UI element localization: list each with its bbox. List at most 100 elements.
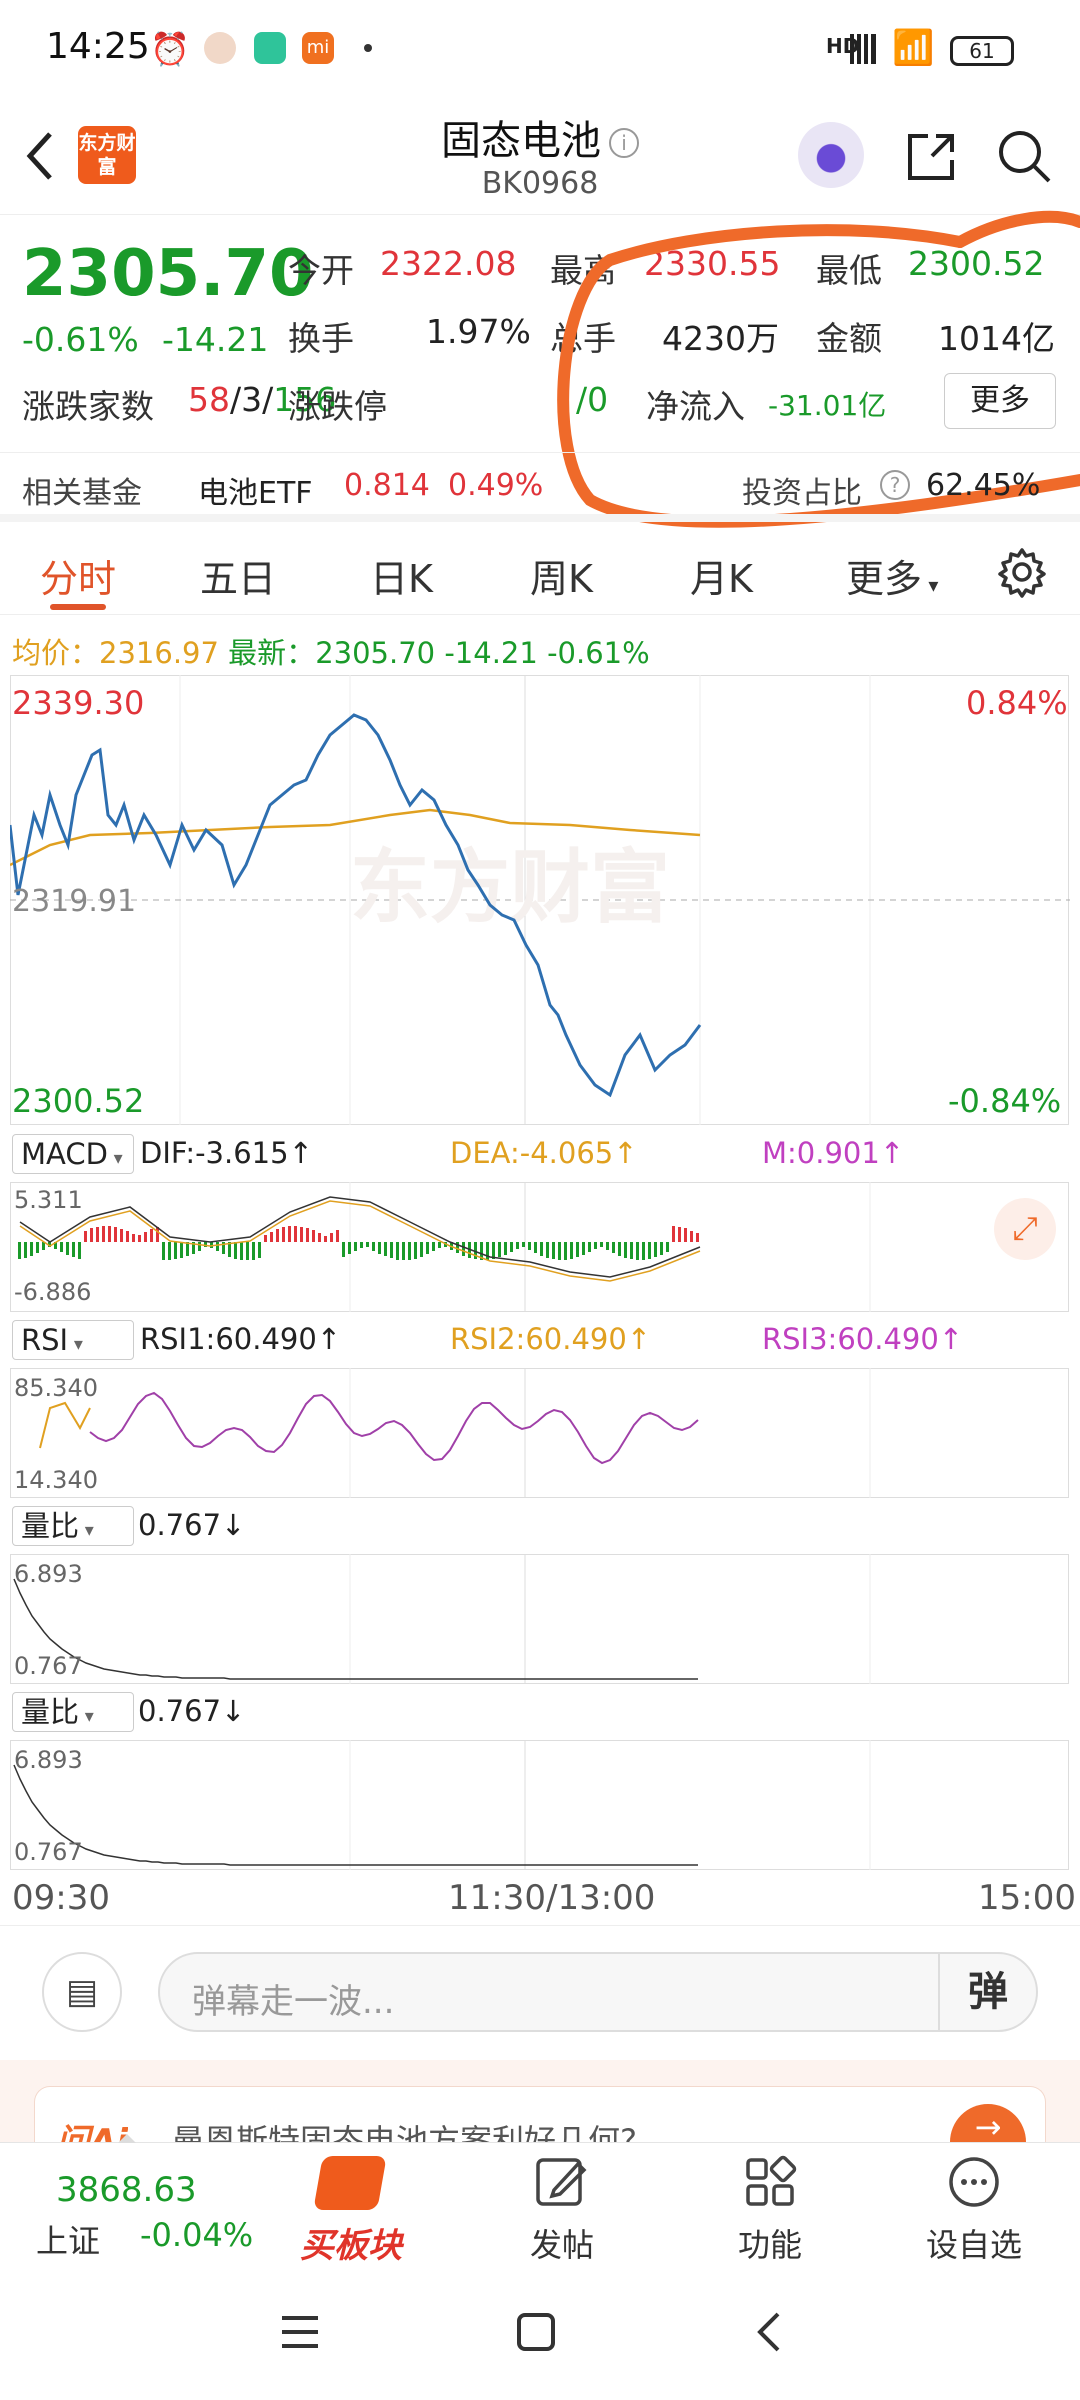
macd-bar-negative: [384, 1242, 387, 1256]
macd-bar-positive: [690, 1231, 693, 1242]
macd-bar-positive: [270, 1232, 273, 1242]
volratio-selector-1[interactable]: 量比 ▾: [12, 1506, 134, 1546]
macd-bar-negative: [378, 1242, 381, 1254]
macd-bar-negative: [180, 1242, 183, 1258]
volratio-line-1: [13, 1578, 698, 1680]
macd-bar-negative: [510, 1242, 513, 1252]
macd-bar-negative: [240, 1242, 243, 1260]
chart-bottom-pct: -0.84%: [948, 1082, 1062, 1120]
open-label: 今开: [288, 251, 354, 290]
watchlist-label[interactable]: 设自选: [926, 2226, 1023, 2264]
tab-intraday[interactable]: 分时: [40, 557, 117, 601]
macd-bar-positive: [672, 1226, 675, 1242]
home-icon[interactable]: [514, 2310, 558, 2354]
chart-bottom-price: 2300.52: [12, 1082, 145, 1120]
macd-bar-positive: [138, 1235, 141, 1242]
macd-selector[interactable]: MACD ▾: [12, 1134, 134, 1174]
related-fund-row[interactable]: [0, 452, 1080, 522]
tab-monthly-k[interactable]: 月K: [690, 557, 753, 601]
updown-label: 涨跌家数: [22, 387, 154, 426]
back-icon[interactable]: [20, 128, 60, 184]
macd-bar-negative: [36, 1242, 39, 1253]
macd-bar-negative: [78, 1242, 81, 1259]
macd-bar-negative: [30, 1242, 33, 1256]
post-icon[interactable]: [534, 2154, 590, 2210]
macd-bar-negative: [492, 1242, 495, 1259]
more-button[interactable]: 更多: [944, 373, 1056, 429]
tab-daily-k[interactable]: 日K: [370, 557, 433, 601]
macd-bar-negative: [636, 1242, 639, 1260]
intraday-chart[interactable]: 东方财富: [10, 675, 1070, 1125]
macd-bar-negative: [528, 1242, 531, 1250]
rsi-selector[interactable]: RSI ▾: [12, 1320, 134, 1360]
danmu-toggle-button[interactable]: 弹: [938, 1954, 1036, 2030]
macd-bar-positive: [96, 1227, 99, 1242]
time-start: 09:30: [12, 1878, 110, 1918]
volratio-chart-2[interactable]: [10, 1740, 1070, 1870]
buy-sector-icon[interactable]: [313, 2156, 387, 2210]
macd-bar-negative: [426, 1242, 429, 1254]
buy-sector-label[interactable]: 买板块: [300, 2226, 402, 2266]
chart-mid-price: 2319.91: [12, 884, 137, 919]
danmu-input[interactable]: [158, 1952, 1038, 2032]
rsi2: RSI2:60.490↑: [450, 1322, 652, 1356]
app-icon: [254, 32, 286, 64]
low-value: 2300.52: [908, 244, 1045, 283]
function-icon[interactable]: [742, 2154, 798, 2210]
tab-more[interactable]: 更多 ▾: [846, 557, 939, 601]
macd-bar-negative: [462, 1242, 465, 1256]
volratio-chart-1[interactable]: [10, 1554, 1070, 1684]
info-icon[interactable]: i: [609, 128, 639, 158]
macd-bar-positive: [84, 1231, 87, 1242]
macd-bar-negative: [66, 1242, 69, 1255]
robot-avatar-icon[interactable]: [798, 122, 864, 188]
macd-bar-negative: [570, 1242, 573, 1259]
current-price: 2305.70: [22, 237, 314, 311]
fund-name[interactable]: 电池ETF: [198, 476, 313, 511]
dropdown-icon: ▾: [922, 573, 939, 597]
volratio-selector-2[interactable]: 量比 ▾: [12, 1692, 134, 1732]
vol2-min: 0.767: [14, 1838, 83, 1866]
expand-icon[interactable]: ⤢: [994, 1198, 1056, 1260]
macd-bar-positive: [264, 1235, 267, 1242]
tab-weekly-k[interactable]: 周K: [530, 557, 593, 601]
low-label: 最低: [816, 251, 882, 290]
vol2-max: 6.893: [14, 1746, 83, 1774]
macd-bar-negative: [222, 1242, 225, 1254]
rsi-min: 14.340: [14, 1466, 98, 1494]
macd-bar-positive: [156, 1227, 159, 1242]
search-icon[interactable]: [994, 126, 1054, 186]
limit-value: /0: [576, 380, 609, 419]
settings-gear-icon[interactable]: [996, 546, 1048, 598]
macd-bar-positive: [150, 1229, 153, 1242]
macd-bar-positive: [132, 1234, 135, 1242]
macd-bar-negative: [534, 1242, 537, 1253]
watchlist-icon[interactable]: [946, 2154, 1002, 2210]
macd-chart[interactable]: [10, 1182, 1070, 1312]
macd-bar-negative: [414, 1242, 417, 1259]
share-icon[interactable]: [902, 128, 960, 186]
macd-bar-negative: [480, 1242, 483, 1260]
tab-active-indicator: [50, 604, 106, 610]
index-value[interactable]: 3868.63: [56, 2170, 197, 2210]
macd-bar-positive: [330, 1233, 333, 1242]
time-mid: 11:30/13:00: [448, 1878, 656, 1918]
rsi-early-line: [39, 1401, 91, 1449]
macd-bar-negative: [348, 1242, 351, 1254]
menu-icon[interactable]: [278, 2312, 322, 2352]
volratio-line-2: [13, 1764, 698, 1866]
macd-bar-positive: [288, 1226, 291, 1242]
macd-bar-negative: [540, 1242, 543, 1256]
tab-five-day[interactable]: 五日: [200, 557, 277, 601]
macd-bar-negative: [666, 1242, 669, 1252]
post-label[interactable]: 发帖: [530, 2226, 595, 2264]
help-icon[interactable]: ?: [880, 470, 910, 500]
function-label[interactable]: 功能: [738, 2226, 803, 2264]
danmu-settings-icon[interactable]: ▤: [42, 1952, 122, 2032]
macd-bar-negative: [216, 1242, 219, 1251]
macd-bar-negative: [516, 1242, 519, 1249]
back-nav-icon[interactable]: [752, 2308, 786, 2356]
rsi-chart[interactable]: [10, 1368, 1070, 1498]
macd-bar-negative: [522, 1242, 525, 1247]
macd-bar-negative: [642, 1242, 645, 1260]
